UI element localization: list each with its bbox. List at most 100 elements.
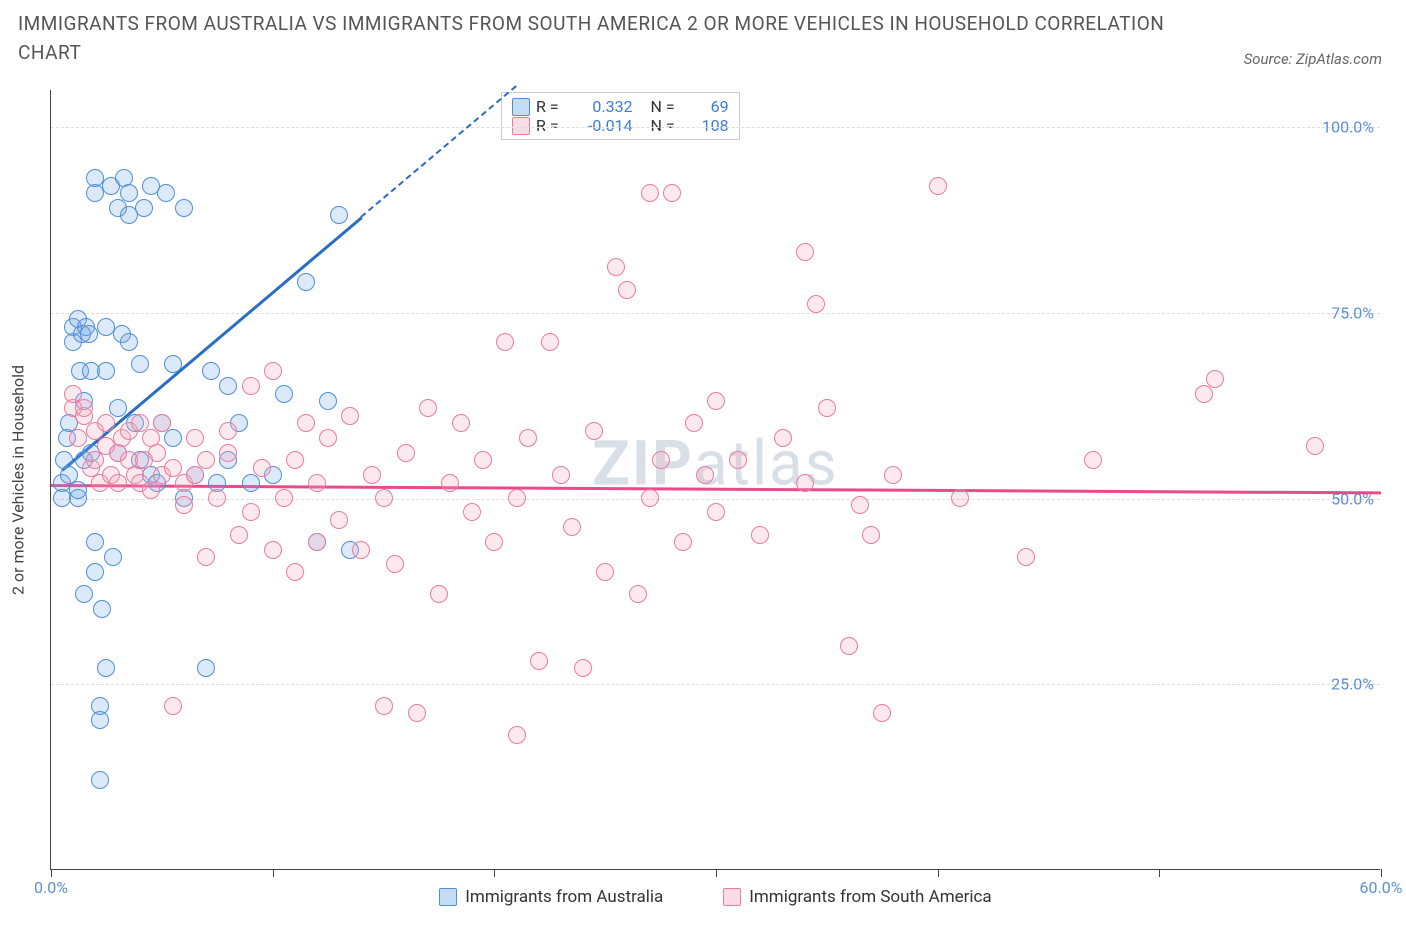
data-point	[563, 518, 581, 536]
data-point	[148, 444, 166, 462]
data-point	[86, 563, 104, 581]
y-tick-label: 100.0%	[1322, 118, 1374, 137]
data-point	[1306, 437, 1324, 455]
data-point	[441, 474, 459, 492]
data-point	[153, 414, 171, 432]
data-point	[674, 533, 692, 551]
source-attribution: Source: ZipAtlas.com	[1244, 50, 1382, 68]
legend-swatch	[512, 98, 530, 116]
data-point	[818, 399, 836, 417]
data-point	[1206, 370, 1224, 388]
legend-swatch	[439, 888, 457, 906]
chart-title: IMMIGRANTS FROM AUSTRALIA VS IMMIGRANTS …	[18, 10, 1206, 67]
data-point	[297, 414, 315, 432]
gridline	[51, 684, 1380, 685]
data-point	[219, 422, 237, 440]
data-point	[230, 526, 248, 544]
data-point	[408, 704, 426, 722]
data-point	[97, 414, 115, 432]
data-point	[496, 333, 514, 351]
data-point	[552, 466, 570, 484]
data-point	[463, 503, 481, 521]
data-point	[286, 451, 304, 469]
data-point	[93, 600, 111, 618]
x-tick	[1381, 869, 1382, 877]
data-point	[186, 466, 204, 484]
data-point	[253, 459, 271, 477]
data-point	[164, 429, 182, 447]
data-point	[97, 362, 115, 380]
data-point	[397, 444, 415, 462]
data-point	[104, 548, 122, 566]
data-point	[530, 652, 548, 670]
x-tick	[51, 869, 52, 877]
legend-item: Immigrants from South America	[723, 887, 991, 907]
gridline	[51, 499, 1380, 500]
legend-swatch	[512, 117, 530, 135]
data-point	[685, 414, 703, 432]
trend-line	[61, 217, 362, 471]
data-point	[1195, 385, 1213, 403]
legend-swatch	[723, 888, 741, 906]
data-point	[1017, 548, 1035, 566]
data-point	[264, 362, 282, 380]
data-point	[485, 533, 503, 551]
legend-series-name: Immigrants from Australia	[465, 887, 663, 907]
gridline	[51, 127, 1380, 128]
data-point	[618, 281, 636, 299]
data-point	[1084, 451, 1102, 469]
x-tick	[273, 869, 274, 877]
data-point	[175, 496, 193, 514]
legend-n-label: N =	[639, 116, 683, 135]
data-point	[330, 511, 348, 529]
data-point	[120, 184, 138, 202]
data-point	[807, 295, 825, 313]
data-point	[109, 474, 127, 492]
data-point	[97, 659, 115, 677]
data-point	[286, 563, 304, 581]
data-point	[86, 533, 104, 551]
data-point	[508, 489, 526, 507]
x-tick	[938, 869, 939, 877]
data-point	[796, 474, 814, 492]
data-point	[607, 258, 625, 276]
data-point	[508, 726, 526, 744]
data-point	[873, 704, 891, 722]
data-point	[219, 377, 237, 395]
data-point	[264, 541, 282, 559]
data-point	[363, 466, 381, 484]
stats-legend: R = 0.332 N = 69R = -0.014 N = 108	[501, 92, 740, 140]
data-point	[696, 466, 714, 484]
y-tick-label: 25.0%	[1331, 675, 1374, 694]
data-point	[175, 199, 193, 217]
data-point	[430, 585, 448, 603]
x-tick	[494, 869, 495, 877]
scatter-plot: ZIPatlas R = 0.332 N = 69R = -0.014 N = …	[50, 90, 1380, 870]
data-point	[707, 392, 725, 410]
data-point	[929, 177, 947, 195]
data-point	[862, 526, 880, 544]
legend-n-value: 69	[689, 97, 729, 116]
data-point	[840, 637, 858, 655]
data-point	[419, 399, 437, 417]
legend-r-value: -0.014	[573, 116, 633, 135]
data-point	[474, 451, 492, 469]
data-point	[319, 429, 337, 447]
data-point	[69, 481, 87, 499]
legend-stat-row: R = -0.014 N = 108	[512, 116, 729, 135]
legend-item: Immigrants from Australia	[439, 887, 663, 907]
data-point	[386, 555, 404, 573]
x-tick-label: 60.0%	[1360, 878, 1403, 897]
data-point	[242, 503, 260, 521]
data-point	[641, 184, 659, 202]
data-point	[951, 489, 969, 507]
legend-n-label: N =	[639, 97, 683, 116]
data-point	[574, 659, 592, 677]
legend-n-value: 108	[689, 116, 729, 135]
data-point	[585, 422, 603, 440]
data-point	[652, 451, 670, 469]
data-point	[308, 474, 326, 492]
data-point	[297, 273, 315, 291]
x-tick-label: 0.0%	[34, 878, 68, 897]
data-point	[86, 451, 104, 469]
